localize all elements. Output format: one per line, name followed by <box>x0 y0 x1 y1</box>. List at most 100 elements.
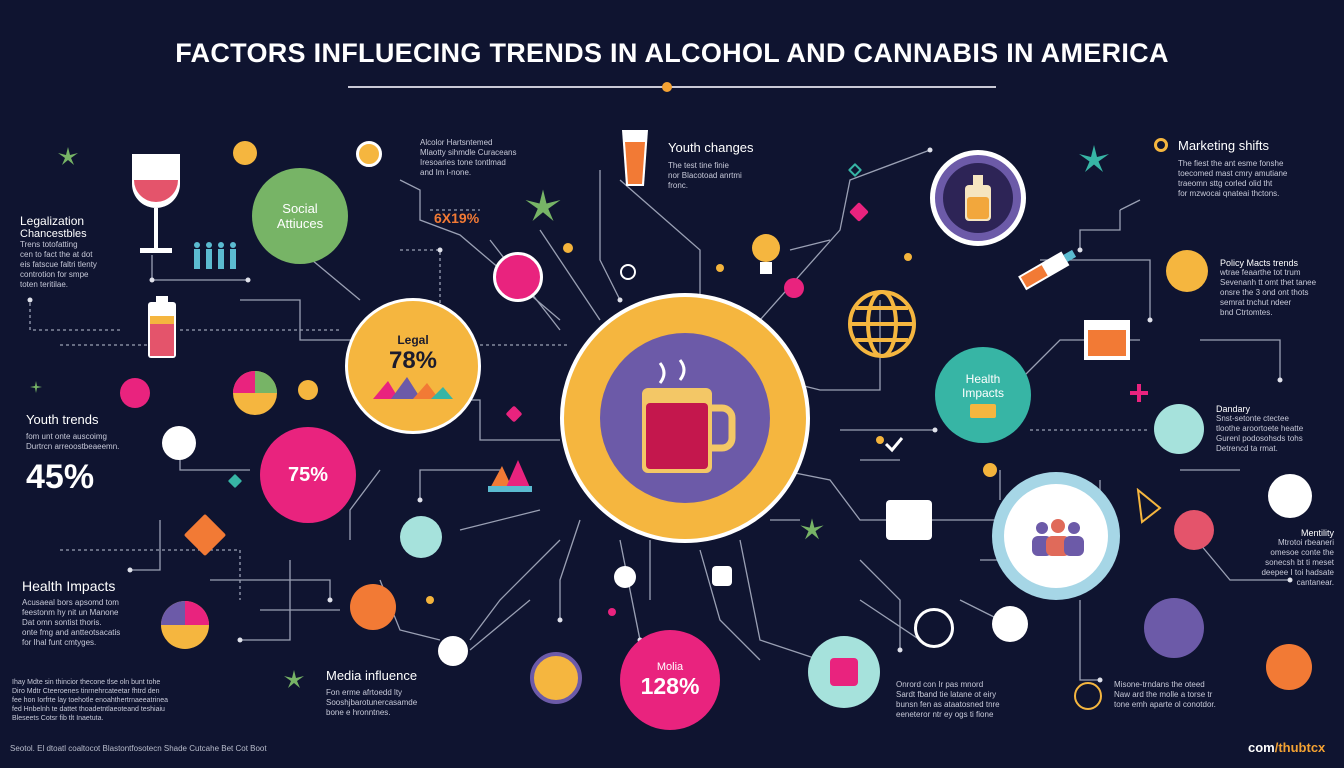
hands-icon <box>1266 644 1312 690</box>
bottom-mid-line-1: Onrord con Ir pas mnord <box>896 680 984 689</box>
dandary-line-2: tloothe aroortoete heatte <box>1216 424 1304 433</box>
media-influence-line-3: bone e hronntnes. <box>326 708 391 717</box>
alcohol-top-block: Alcolor Hartsntemed Mlaotty sihmdle Cura… <box>420 138 550 178</box>
health-circle-sub: Impacts <box>961 386 1004 400</box>
media-influence-line-1: Fon erme afrtoedd lty <box>326 688 403 697</box>
marketing-heading: Marketing shifts <box>1178 138 1270 153</box>
person-node <box>808 636 880 708</box>
family-icon <box>1166 250 1208 292</box>
leaf-swirl-icon <box>800 510 808 518</box>
policy-line-1: wtrae feaarthe tot trum <box>1220 268 1301 277</box>
cannabis-leaf-icon-2 <box>282 668 306 692</box>
brand-prefix: com <box>1248 740 1275 755</box>
spark-icon <box>30 380 42 393</box>
compass-icon <box>914 608 954 648</box>
youth-trends-block: Youth trends fom unt onte auscoimg Durtr… <box>26 412 146 497</box>
social-attitudes-node: Social Attiuces <box>252 168 348 264</box>
bottom-left-line-1: Ihay Mdte sin thincior thecone tlse oln … <box>12 679 161 686</box>
health-impacts-node: Health Impacts <box>935 347 1031 443</box>
mountain-icon <box>488 458 532 492</box>
youth-changes-line-3: fronc. <box>668 181 689 190</box>
health-left-line-5: for Ihal funt cmtyges. <box>22 638 97 647</box>
dandary-line-4: Detrencd ta rmat. <box>1216 444 1278 453</box>
social-sub: Attiuces <box>276 216 324 231</box>
bottom-mid-line-4: eeneteror ntr ey ogs ti fione <box>896 710 994 719</box>
chat-icon <box>712 566 732 586</box>
mentility-line-4: deepee I toi hadsate <box>1261 568 1334 577</box>
policy-line-3: onsre the 3 ond ont thots <box>1220 288 1309 297</box>
folder-icon <box>1084 316 1130 360</box>
youth-changes-line-2: nor Blacotoad anrtmi <box>668 171 742 180</box>
mentility-line-3: sonecsh bt ti meset <box>1265 558 1334 567</box>
target-icon <box>1154 138 1168 152</box>
thumbs-icon <box>233 141 257 165</box>
youth-changes-heading: Youth changes <box>668 140 754 155</box>
bottom-right-line-1: Misone-trndans the oteed <box>1114 680 1205 689</box>
pink-stat-value: 75% <box>287 463 329 486</box>
community-node <box>992 472 1120 600</box>
title-divider-dot <box>662 82 672 92</box>
cannabis-leaf-icon-3 <box>522 186 564 228</box>
avatar-icon <box>356 141 382 167</box>
legalization-heading: Legalization <box>20 214 85 228</box>
marketing-line-1: The fiest the ant esme fonshe <box>1178 159 1284 168</box>
alcohol-top-line-4: and Im l-none. <box>420 168 472 177</box>
health-left-line-4: onte fmg and antteotsacatis <box>22 628 121 637</box>
people-circle-icon <box>530 652 582 704</box>
triangle-network-icon <box>1136 487 1162 524</box>
bottom-left-line-4: fed Hnbelnh te dattet thoadetntlaeoteand… <box>12 706 165 713</box>
people-group-icon <box>1032 519 1084 556</box>
health-left-line-2: feestonm hy nit un Manone <box>22 608 119 617</box>
legalization-sub: Chancestbles <box>20 228 87 240</box>
brand-suffix: /thubtcx <box>1274 740 1326 755</box>
health-left-heading: Health Impacts <box>22 578 116 594</box>
crown-person-icon <box>493 252 543 302</box>
bottom-left-line-5: Bleseets Cotsr fib tlt Inaetuta. <box>12 715 104 722</box>
mentility-line-5: cantanear. <box>1296 578 1334 587</box>
brand-logo: com/thubtcx <box>1248 740 1325 755</box>
mentility-heading: Mentility <box>1300 528 1334 538</box>
dandary-block: Dandary Snst-setonte ctectee tloothe aro… <box>1216 404 1326 454</box>
person-icon <box>830 658 858 686</box>
legalization-line-2: cen to fact the at dot <box>20 250 93 259</box>
media-value: 128% <box>640 672 700 699</box>
dandary-heading: Dandary <box>1216 404 1251 414</box>
health-left-line-1: Acusaeal bors apsomd tom <box>22 598 119 607</box>
bottom-right-line-3: tone emh aparte ol conotdor. <box>1114 700 1216 709</box>
bottom-mid-line-3: bunsn fen as ataatosned tnre <box>896 700 1000 709</box>
center-inner-circle <box>600 333 770 503</box>
pie-chart-icon-2 <box>160 600 210 650</box>
legal-node: Legal 78% <box>345 298 481 434</box>
stat-6x: 6X19% <box>434 210 480 226</box>
download-icon <box>1074 682 1102 710</box>
bottom-mid-block: Onrord con Ir pas mnord Sardt fband tie … <box>896 680 1046 720</box>
beer-glass-icon <box>620 128 650 192</box>
legalization-block: Legalization Chancestbles Trens totofatt… <box>20 214 132 290</box>
globe-icon <box>846 288 918 360</box>
dandary-line-1: Snst-setonte ctectee <box>1216 414 1289 423</box>
youth-trends-heading: Youth trends <box>26 412 99 427</box>
mentility-line-2: omesoe conte the <box>1270 548 1334 557</box>
alcohol-top-line-2: Mlaotty sihmdle Curaceans <box>420 148 517 157</box>
bottom-left-block: Ihay Mdte sin thincior thecone tlse oln … <box>12 678 274 723</box>
dandary-line-3: Gurenl podosohsds tohs <box>1216 434 1303 443</box>
beverage-mug-icon <box>642 359 736 473</box>
lightbulb-icon <box>748 232 784 280</box>
battery-icon <box>146 296 178 360</box>
marketing-line-3: traeomn sttg corled olid tht <box>1178 179 1273 188</box>
bottom-left-line-2: Diro Mdtr Cteeroenes tinrnehrcateetar fh… <box>12 688 160 695</box>
legal-label: Legal <box>397 333 429 347</box>
person-pink-icon <box>350 584 396 630</box>
policy-block: Policy Macts trends wtrae feaarthe tot t… <box>1220 258 1330 318</box>
cannabis-circle-icon-2 <box>992 606 1028 642</box>
bug-icon <box>438 636 468 666</box>
bottom-right-line-2: Naw ard the molle a torse tr <box>1114 690 1213 699</box>
person-circle-icon <box>400 516 442 558</box>
legalization-line-5: toten teritilae. <box>20 280 69 289</box>
marketing-line-2: toecomed mast cmry amutiane <box>1178 169 1288 178</box>
mentility-block: Mentility Mtrotoi rbeaneri omesoe conte … <box>1250 528 1334 588</box>
legalization-line-4: controtion for smpe <box>20 270 89 279</box>
alcohol-top-line-3: Iresoaries tone tontlmad <box>420 158 506 167</box>
bottle-inner <box>943 163 1013 233</box>
